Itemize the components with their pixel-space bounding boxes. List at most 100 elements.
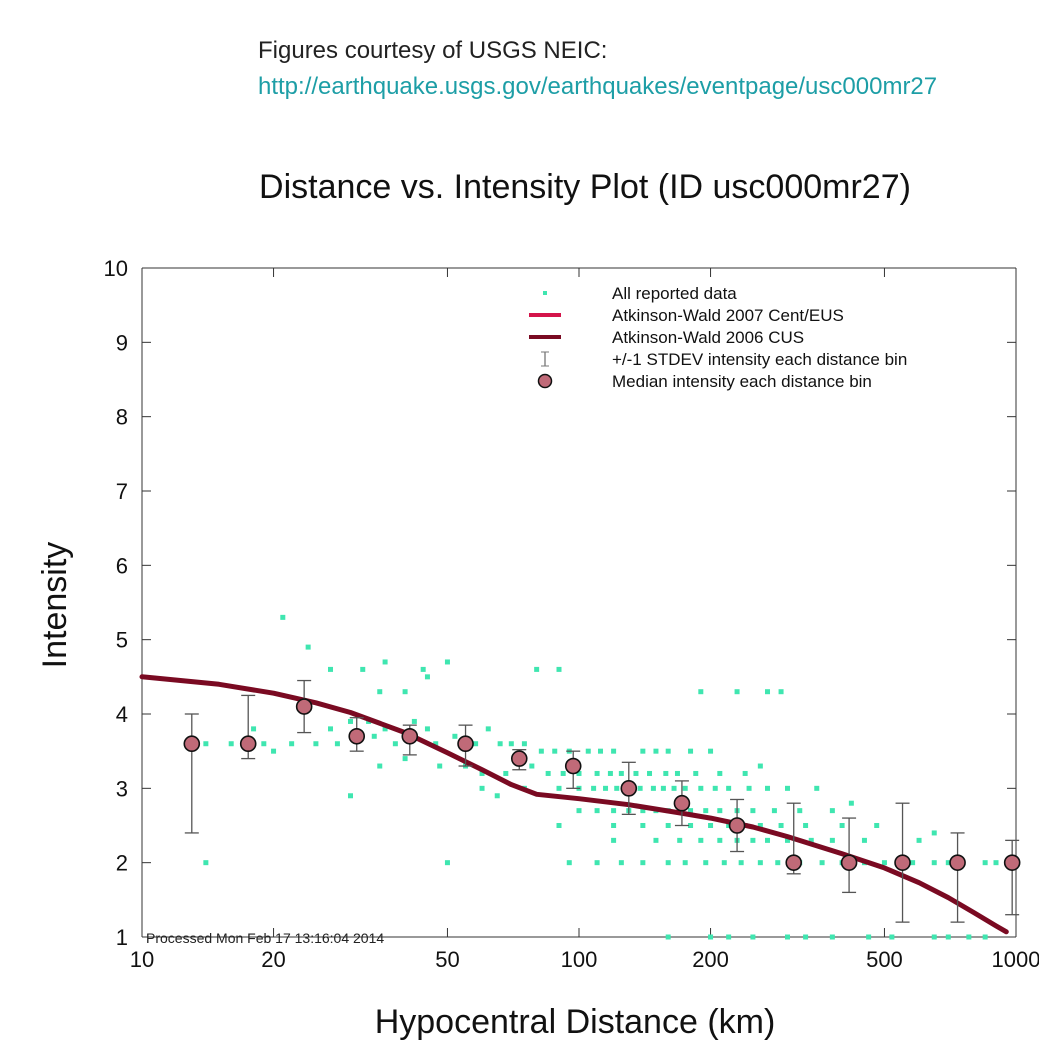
reported-data-point [444, 860, 450, 866]
reported-data-point [874, 823, 880, 828]
y-tick-label: 6 [116, 553, 128, 578]
reported-data-point [945, 934, 951, 940]
reported-data-point [452, 733, 458, 739]
median-point [894, 854, 911, 871]
median-point [564, 757, 582, 775]
chart-title: Distance vs. Intensity Plot (ID usc000mr… [259, 168, 911, 206]
reported-data-point [688, 748, 694, 754]
reported-data-point [328, 726, 334, 732]
reported-data-point [698, 785, 704, 791]
reported-data-point [808, 837, 814, 843]
x-axis-label: Hypocentral Distance (km) [375, 1003, 776, 1041]
reported-data-point [688, 823, 694, 828]
legend-label: All reported data [612, 284, 737, 303]
reported-data-point [866, 934, 872, 940]
reported-data-point [665, 823, 671, 828]
reported-data-point [640, 808, 646, 814]
reported-data-point [993, 860, 999, 866]
reported-data-point [402, 756, 408, 762]
reported-data-point [328, 666, 334, 672]
reported-data-point [726, 823, 732, 828]
y-tick-label: 10 [104, 256, 128, 281]
reported-data-point [721, 860, 727, 866]
reported-data-point [611, 748, 617, 754]
reported-data-point [360, 666, 366, 672]
median-point [457, 735, 474, 753]
reported-data-point [497, 741, 503, 747]
reported-data-point [775, 860, 781, 866]
reported-data-point [708, 934, 714, 940]
reported-data-point [829, 808, 835, 814]
reported-data-point [556, 823, 562, 828]
reported-data-point [839, 823, 845, 828]
reported-data-point [382, 726, 388, 732]
reported-data-point [618, 770, 624, 776]
reported-data-point [611, 837, 617, 843]
reported-data-point [797, 808, 803, 814]
reported-data-point [420, 666, 426, 672]
reported-data-point [576, 808, 582, 814]
reported-data-point [377, 763, 383, 769]
legend-symbol-median [537, 373, 553, 389]
reported-data-point [931, 830, 937, 836]
x-tick-label: 100 [561, 947, 598, 972]
reported-data-point [640, 860, 646, 866]
legend-label: Atkinson-Wald 2007 Cent/EUS [612, 306, 844, 325]
reported-data-point [313, 741, 319, 747]
y-tick-label: 5 [116, 628, 128, 653]
reported-data-point [594, 808, 600, 814]
reported-data-point [785, 785, 791, 791]
y-tick-label: 9 [116, 330, 128, 355]
reported-data-point [717, 770, 723, 776]
reported-data-point [371, 733, 377, 739]
x-tick-label: 10 [130, 947, 154, 972]
reported-data-point [717, 808, 723, 814]
reported-data-point [803, 934, 809, 940]
reported-data-point [485, 726, 491, 732]
reported-data-point [750, 808, 756, 814]
reported-data-point [560, 770, 566, 776]
reported-data-point [382, 659, 388, 665]
y-axis-label: Intensity [36, 542, 74, 669]
legend: All reported data Atkinson-Wald 2007 Cent… [529, 284, 907, 391]
reported-data-point [479, 770, 485, 776]
reported-data-point [633, 770, 639, 776]
median-point [239, 735, 257, 753]
aw2006-curve [139, 674, 1009, 935]
reported-data-point [411, 718, 417, 724]
reported-data-point [757, 763, 763, 769]
y-tick-label: 8 [116, 405, 128, 430]
x-tick-label: 1000 [992, 947, 1039, 972]
reported-data-point [829, 837, 835, 843]
reported-data-point [650, 785, 656, 791]
reported-data-point [778, 689, 784, 695]
median-point [620, 780, 638, 797]
reported-data-point [848, 800, 854, 806]
reported-data-point [261, 741, 267, 747]
reported-data-point [910, 860, 916, 866]
reported-data-point [305, 644, 311, 650]
reported-data-point [742, 770, 748, 776]
reported-data-point [931, 934, 937, 940]
reported-data-point [726, 785, 732, 791]
reported-data-point [437, 763, 443, 769]
reported-data-point [503, 770, 509, 776]
reported-data-point [289, 741, 295, 747]
reported-data-point [945, 860, 951, 866]
credit-text: Figures courtesy of USGS NEIC: http://ea… [258, 33, 937, 105]
reported-data-point [611, 823, 617, 828]
median-point [949, 854, 966, 871]
median-point [295, 698, 313, 715]
reported-data-point [778, 823, 784, 828]
reported-data-point [665, 860, 671, 866]
reported-data-point [814, 785, 820, 791]
median-point [183, 735, 201, 753]
reported-data-point [693, 770, 699, 776]
credit-url-link[interactable]: http://earthquake.usgs.gov/earthquakes/e… [258, 73, 938, 100]
median-point [728, 817, 746, 834]
reported-data-point [402, 689, 408, 695]
x-tick-label: 500 [866, 947, 903, 972]
reported-data-point [566, 860, 572, 866]
median-point [1003, 854, 1021, 871]
